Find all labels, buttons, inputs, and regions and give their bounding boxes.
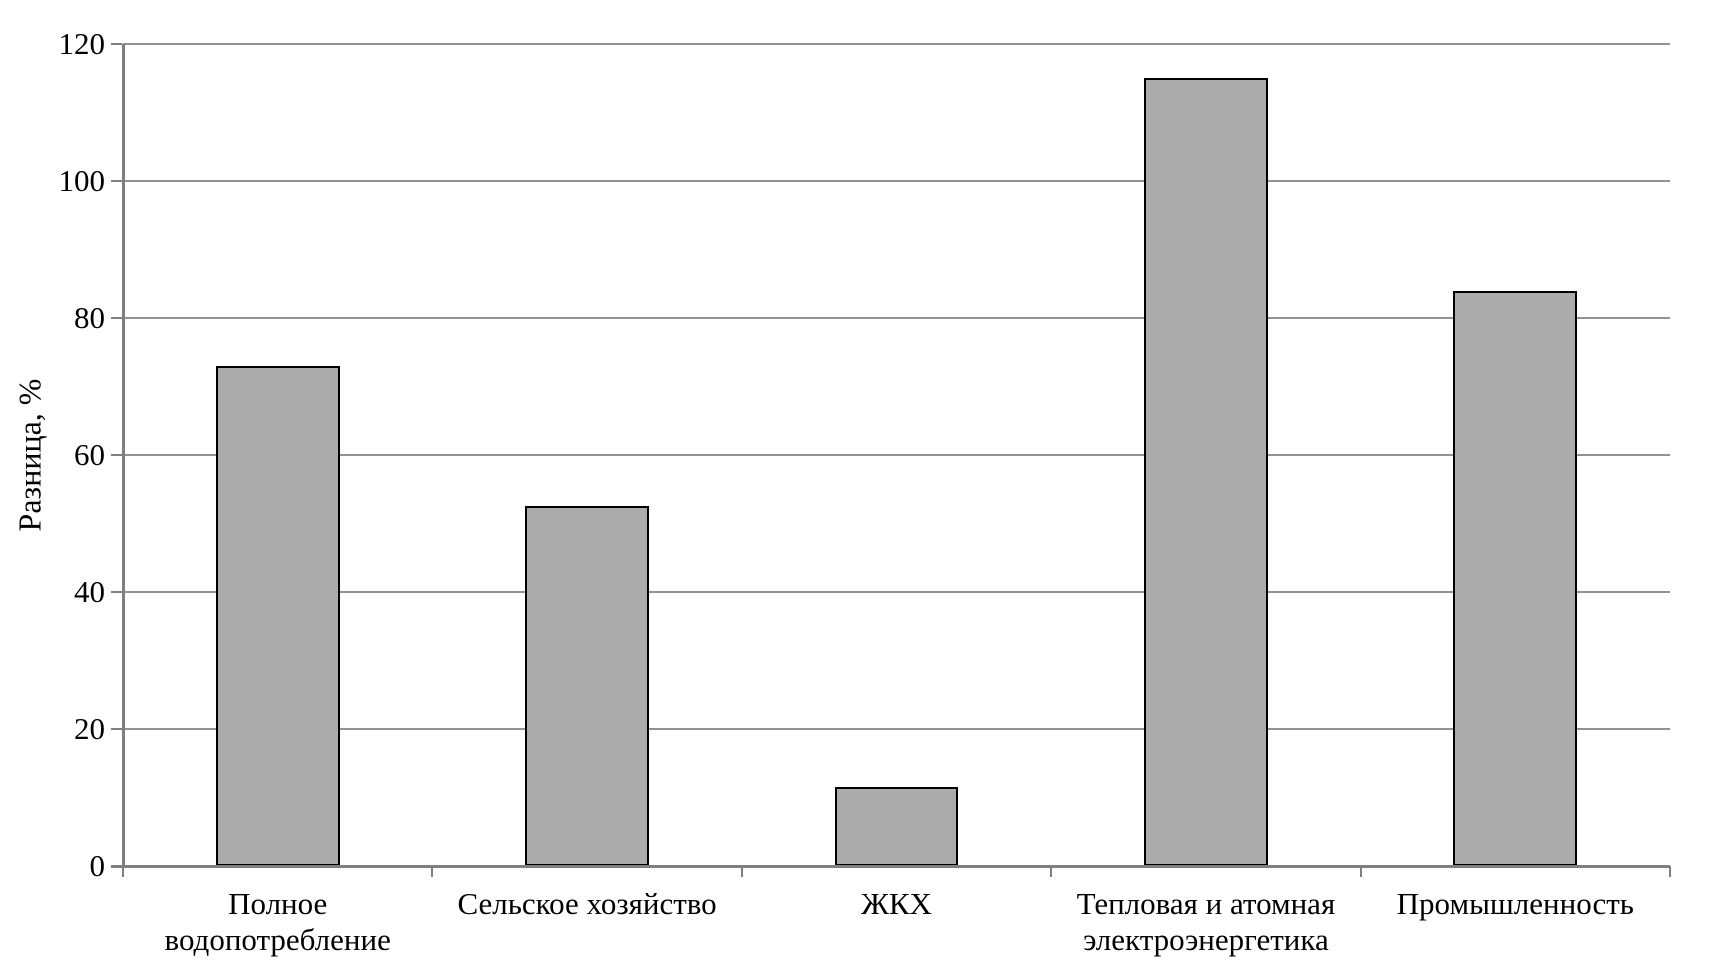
y-tick-mark bbox=[111, 728, 122, 730]
bar bbox=[834, 787, 959, 866]
x-tick-mark bbox=[122, 866, 124, 877]
bar bbox=[215, 365, 340, 866]
category-label: Промышленность bbox=[1396, 886, 1634, 921]
gridline bbox=[123, 180, 1670, 182]
bar bbox=[1453, 290, 1578, 866]
y-tick-label: 60 bbox=[74, 437, 105, 472]
y-tick-label: 100 bbox=[58, 163, 106, 198]
x-tick-mark bbox=[1050, 866, 1053, 877]
y-tick-mark bbox=[111, 591, 122, 593]
gridline bbox=[123, 43, 1670, 45]
y-tick-label: 80 bbox=[74, 300, 105, 335]
plot-area bbox=[111, 43, 1671, 877]
y-tick-label: 20 bbox=[74, 711, 105, 746]
x-tick-mark bbox=[1359, 866, 1362, 877]
gridline bbox=[123, 317, 1670, 319]
category-label: ЖКХ bbox=[861, 886, 932, 921]
y-tick-mark bbox=[111, 43, 122, 45]
y-tick-label: 0 bbox=[89, 848, 106, 883]
bar bbox=[1144, 78, 1268, 866]
y-tick-mark bbox=[111, 317, 122, 319]
x-tick-mark bbox=[1669, 866, 1671, 877]
category-label: Сельское хозяйство bbox=[457, 886, 717, 921]
gridline bbox=[123, 591, 1670, 593]
category-label: Полное водопотребление bbox=[164, 886, 391, 957]
x-tick-mark bbox=[431, 866, 434, 877]
gridline bbox=[123, 454, 1670, 456]
y-tick-label: 120 bbox=[58, 26, 106, 61]
y-tick-mark bbox=[111, 454, 122, 456]
y-axis-line bbox=[121, 44, 125, 866]
gridline bbox=[123, 728, 1670, 730]
x-axis-line bbox=[111, 864, 1670, 868]
category-label: Тепловая и атомная электроэнергетика bbox=[1076, 886, 1336, 957]
x-tick-mark bbox=[740, 866, 743, 877]
y-tick-label: 40 bbox=[74, 574, 105, 609]
y-tick-mark bbox=[111, 180, 122, 182]
bar bbox=[525, 506, 649, 866]
